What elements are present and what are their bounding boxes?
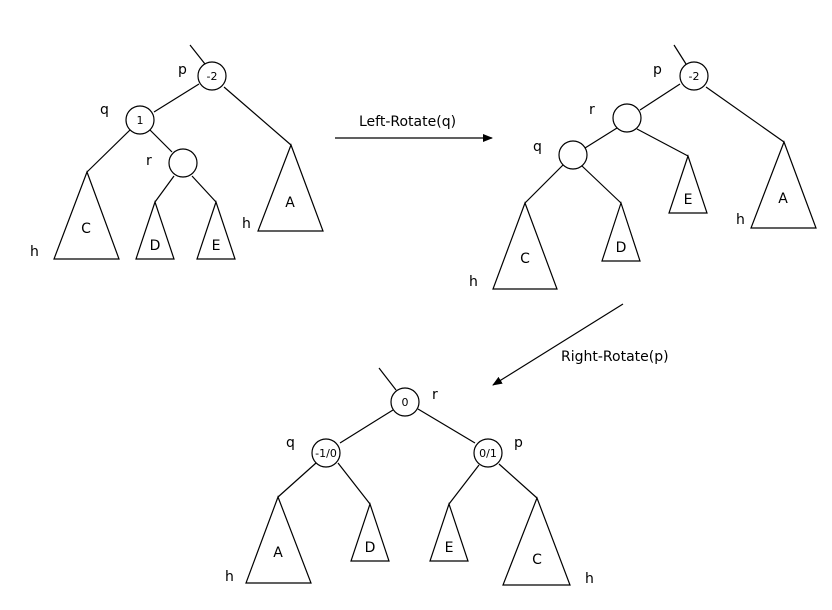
subtree-e (668, 154, 708, 214)
subtree-d-label: D (616, 240, 627, 256)
parent-edge (378, 367, 397, 391)
parent-edge (189, 44, 206, 65)
subtree-a-label: A (285, 195, 295, 211)
node-p-value: -2 (689, 70, 700, 83)
left-rotate-label: Left-Rotate(q) (359, 114, 456, 130)
right-rotate-arrow: Right-Rotate(p) (492, 303, 669, 386)
label-h-right: h (585, 571, 594, 587)
edge-q-c (86, 129, 131, 173)
edge-p-a (223, 86, 292, 146)
parent-edge (673, 44, 687, 65)
edge-p-a (705, 86, 785, 143)
label-h-left: h (30, 244, 39, 260)
edge-p-r (639, 83, 681, 111)
subtree-d (135, 200, 175, 260)
edge-r-q (339, 409, 394, 444)
edge-q-d (337, 462, 371, 505)
label-q: q (100, 102, 109, 118)
label-p: p (178, 62, 187, 78)
subtree-d-label: D (365, 540, 376, 556)
node-r (612, 103, 642, 133)
subtree-a-label: A (273, 545, 283, 561)
node-q-value: -1/0 (315, 447, 337, 460)
label-q: q (533, 139, 542, 155)
right-rotate-label: Right-Rotate(p) (561, 349, 669, 365)
label-h-left: h (469, 274, 478, 290)
subtree-a (750, 140, 817, 229)
subtree-c (492, 201, 558, 290)
label-r: r (589, 102, 595, 118)
node-p (473, 438, 503, 468)
subtree-d (350, 502, 390, 562)
edge-r-d (154, 175, 175, 203)
label-r: r (432, 387, 438, 403)
edge-q-r (149, 129, 173, 153)
label-r: r (146, 153, 152, 169)
label-p: p (653, 62, 662, 78)
edge-q-c (524, 164, 564, 204)
label-h-right: h (736, 212, 745, 228)
node-p-value: -2 (207, 70, 218, 83)
subtree-a (245, 495, 312, 584)
label-q: q (286, 435, 295, 451)
edge-r-p (417, 408, 476, 444)
subtree-d-label: D (150, 238, 161, 254)
node-p (679, 61, 709, 91)
subtree-e-label: E (212, 238, 221, 254)
subtree-c (502, 496, 571, 586)
subtree-c-label: C (532, 552, 542, 568)
subtree-e (196, 200, 236, 260)
subtree-e-label: E (445, 540, 454, 556)
node-q-value: 1 (137, 114, 144, 127)
label-h-left: h (225, 569, 234, 585)
arrow-line (492, 303, 624, 386)
subtree-c-label: C (81, 221, 91, 237)
node-p (197, 61, 227, 91)
node-q (125, 105, 155, 135)
subtree-a (257, 143, 324, 232)
node-p-value: 0/1 (479, 447, 497, 460)
edge-r-e (191, 175, 217, 203)
edge-p-q (153, 83, 200, 113)
node-r (390, 387, 420, 417)
subtree-c (53, 170, 120, 260)
node-q (558, 140, 588, 170)
edge-p-c (498, 463, 538, 499)
subtree-c-label: C (520, 251, 530, 267)
left-rotate-arrow: Left-Rotate(q) (335, 114, 493, 142)
subtree-a-label: A (778, 191, 788, 207)
node-r (168, 148, 198, 178)
edge-q-d (581, 165, 622, 204)
label-h-right: h (242, 216, 251, 232)
edge-q-a (277, 462, 317, 498)
tree-1: C D E A -2 1 p q r h h (30, 44, 324, 260)
label-p: p (514, 435, 523, 451)
subtree-e (429, 502, 469, 562)
tree-3: A D E C 0 -1/0 0/1 r q p h h (225, 367, 594, 587)
subtree-d (601, 201, 641, 262)
node-q (311, 438, 341, 468)
subtree-e-label: E (684, 192, 693, 208)
node-r-value: 0 (402, 396, 409, 409)
tree-2: C D E A -2 p r q h h (469, 44, 817, 290)
edge-p-e (448, 464, 480, 505)
edge-r-e (636, 128, 689, 157)
edge-r-q (584, 127, 618, 149)
